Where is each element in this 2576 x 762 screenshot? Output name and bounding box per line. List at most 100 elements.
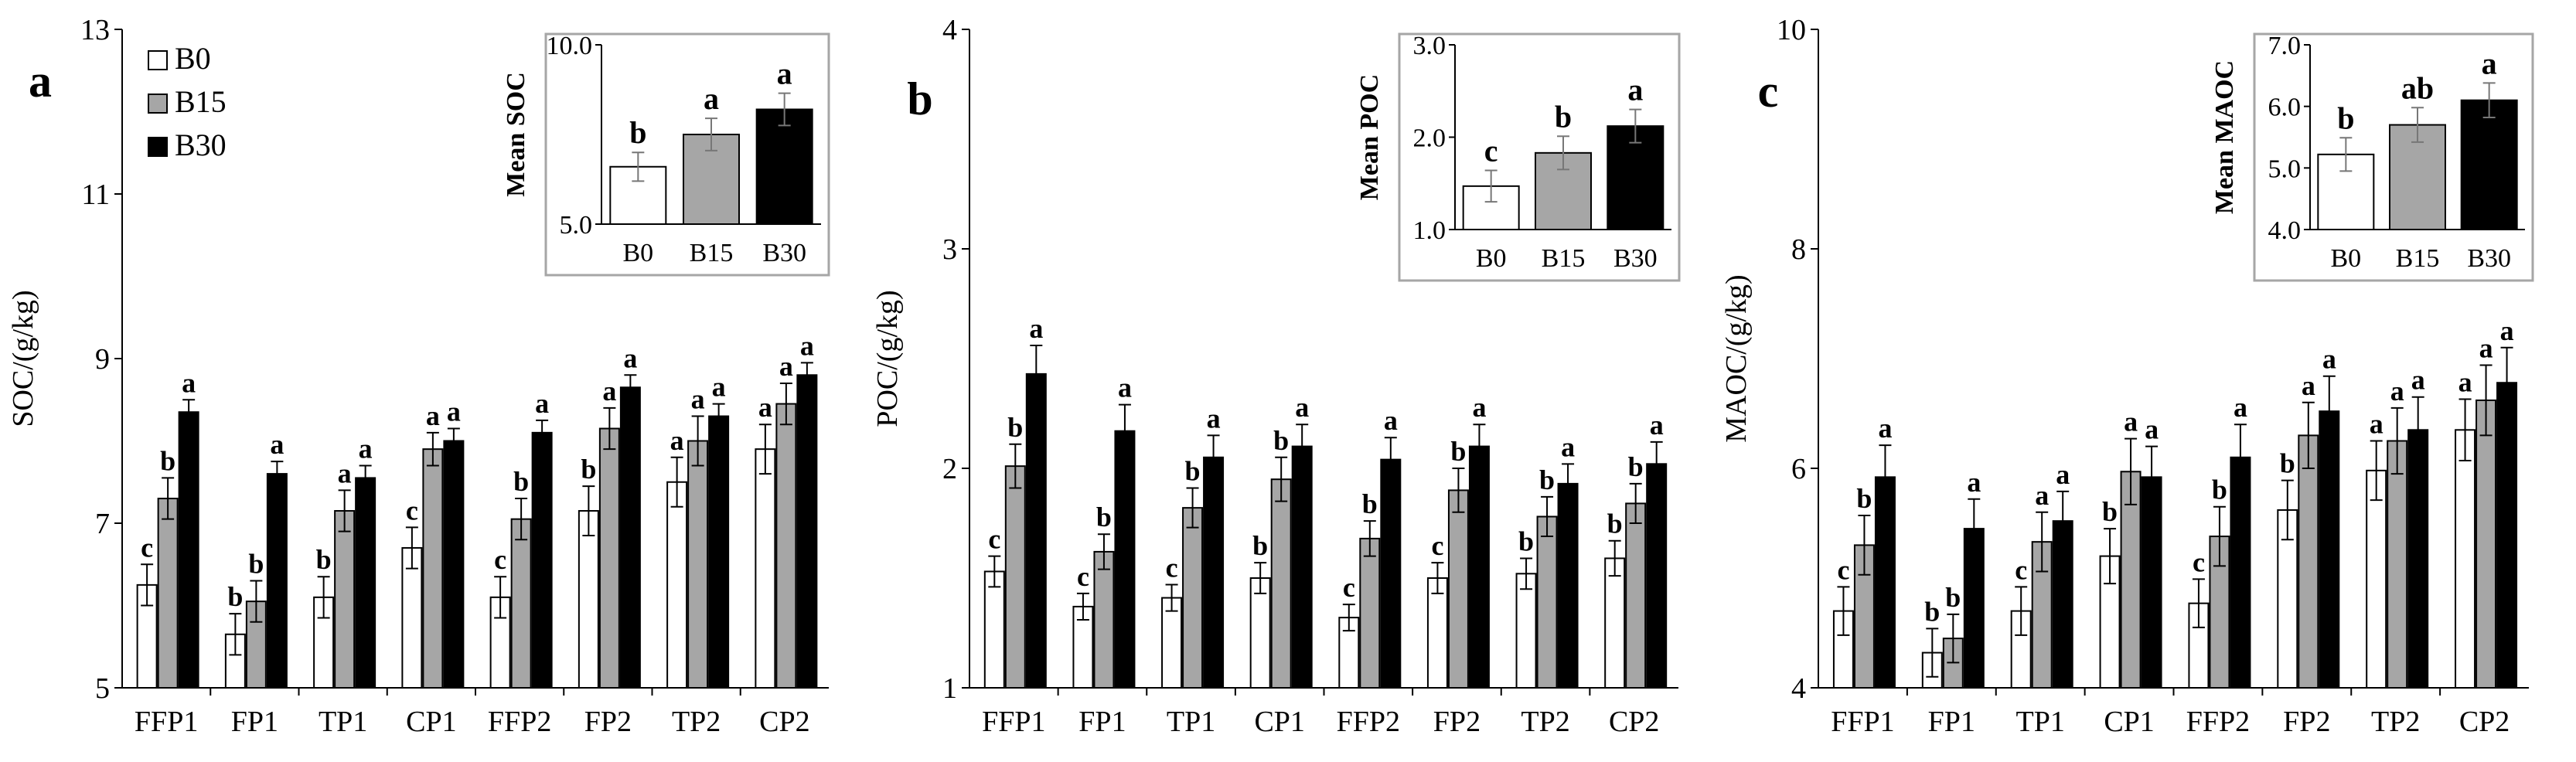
category-label: FFP1 xyxy=(135,706,198,738)
legend-label: B30 xyxy=(175,128,227,162)
inset-chart: 5.0 10.0 Mean SOC b B0 a B15 a B30 xyxy=(502,32,830,277)
y-tick-label: 2 xyxy=(942,453,957,485)
bar xyxy=(510,518,532,689)
bar xyxy=(2366,469,2387,689)
bar xyxy=(422,448,444,689)
bar xyxy=(598,427,620,689)
inset-category-label: B0 xyxy=(2330,244,2361,273)
bar xyxy=(1557,482,1579,689)
inset-significance-letter: a xyxy=(1627,73,1643,107)
bar xyxy=(2230,456,2251,689)
bar xyxy=(178,411,199,689)
bar xyxy=(334,510,356,689)
category-label: FFP2 xyxy=(488,706,551,738)
significance-letter: b xyxy=(1096,502,1112,532)
inset-category-label: B0 xyxy=(1476,244,1507,273)
category-label: CP1 xyxy=(2104,706,2154,738)
bar xyxy=(1426,577,1448,689)
significance-letter: b xyxy=(1539,464,1555,495)
category-label: FP1 xyxy=(231,706,278,738)
bar xyxy=(1025,372,1047,689)
category-label: CP1 xyxy=(1254,706,1304,738)
category-label: CP1 xyxy=(406,706,456,738)
inset-y-tick-label: 6.0 xyxy=(2268,94,2302,122)
significance-letter: b xyxy=(1628,451,1644,482)
category-label: FFP2 xyxy=(1337,706,1400,738)
inset-significance-letter: a xyxy=(704,81,719,116)
significance-letter: b xyxy=(1007,412,1023,443)
inset-y-tick-label: 5.0 xyxy=(560,211,593,240)
category-label: FFP2 xyxy=(2186,706,2250,738)
significance-letter: c xyxy=(1431,530,1443,561)
significance-letter: a xyxy=(2390,376,2404,407)
significance-letter: a xyxy=(2479,333,2493,364)
significance-letter: b xyxy=(1856,483,1872,514)
y-tick-label: 9 xyxy=(95,343,110,376)
inset-significance-letter: ab xyxy=(2401,70,2434,105)
significance-letter: a xyxy=(800,330,814,361)
significance-letter: a xyxy=(758,392,772,423)
significance-letter: a xyxy=(270,429,284,460)
bar xyxy=(531,431,553,689)
inset-y-tick-label: 5.0 xyxy=(2268,155,2302,183)
bar xyxy=(355,477,377,689)
significance-letter: a xyxy=(2411,365,2425,396)
inset-category-label: B30 xyxy=(2467,244,2511,273)
significance-letter: b xyxy=(227,581,243,612)
category-label: TP2 xyxy=(1521,706,1569,738)
bar xyxy=(1515,573,1537,689)
bar xyxy=(1646,463,1668,689)
significance-letter: a xyxy=(1207,403,1221,434)
inset-significance-letter: a xyxy=(2482,46,2497,80)
category-label: CP2 xyxy=(2459,706,2510,738)
inset-y-axis-label: Mean POC xyxy=(1355,74,1384,200)
bar xyxy=(1380,458,1402,689)
category-label: TP2 xyxy=(672,706,721,738)
significance-letter: c xyxy=(141,532,153,563)
bar xyxy=(796,374,818,689)
significance-letter: c xyxy=(406,495,418,526)
category-label: CP2 xyxy=(759,706,809,738)
inset-significance-letter: b xyxy=(2337,100,2354,135)
significance-letter: a xyxy=(623,342,637,373)
category-label: TP1 xyxy=(2016,706,2065,738)
inset-significance-letter: c xyxy=(1484,134,1498,168)
inset-y-tick-label: 3.0 xyxy=(1413,32,1446,60)
significance-letter: a xyxy=(1029,313,1043,344)
bar xyxy=(708,415,730,689)
bar xyxy=(1182,507,1204,689)
inset-bar xyxy=(2460,99,2518,230)
significance-letter: b xyxy=(2280,448,2295,479)
y-tick-label: 7 xyxy=(95,508,110,540)
significance-letter: b xyxy=(1362,488,1378,519)
significance-letter: b xyxy=(1185,456,1201,487)
significance-letter: a xyxy=(426,400,440,431)
bar xyxy=(1447,489,1469,689)
significance-letter: b xyxy=(1450,436,1466,467)
significance-letter: b xyxy=(1252,530,1268,561)
significance-letter: a xyxy=(338,458,352,488)
significance-letter: a xyxy=(670,425,684,456)
category-label: TP2 xyxy=(2371,706,2420,738)
significance-letter: b xyxy=(513,466,529,497)
bar xyxy=(2319,410,2340,689)
panel-label: a xyxy=(29,56,52,107)
significance-letter: b xyxy=(1607,509,1623,539)
significance-letter: a xyxy=(779,351,793,382)
bar xyxy=(2475,399,2497,689)
significance-letter: a xyxy=(2458,367,2472,398)
bar xyxy=(578,510,599,689)
y-axis-label: POC/(g/kg) xyxy=(871,290,904,427)
inset-y-tick-label: 7.0 xyxy=(2268,32,2302,60)
significance-letter: c xyxy=(988,524,1000,555)
bar xyxy=(1203,456,1225,689)
category-label: TP1 xyxy=(319,706,367,738)
inset-significance-letter: b xyxy=(1555,99,1572,134)
inset-y-axis-label: Mean SOC xyxy=(502,72,530,197)
y-tick-label: 10 xyxy=(1777,14,1806,46)
significance-letter: c xyxy=(2015,554,2027,585)
significance-letter: a xyxy=(447,396,461,427)
bar xyxy=(619,386,641,689)
significance-letter: b xyxy=(1273,425,1289,456)
significance-letter: b xyxy=(581,454,596,485)
